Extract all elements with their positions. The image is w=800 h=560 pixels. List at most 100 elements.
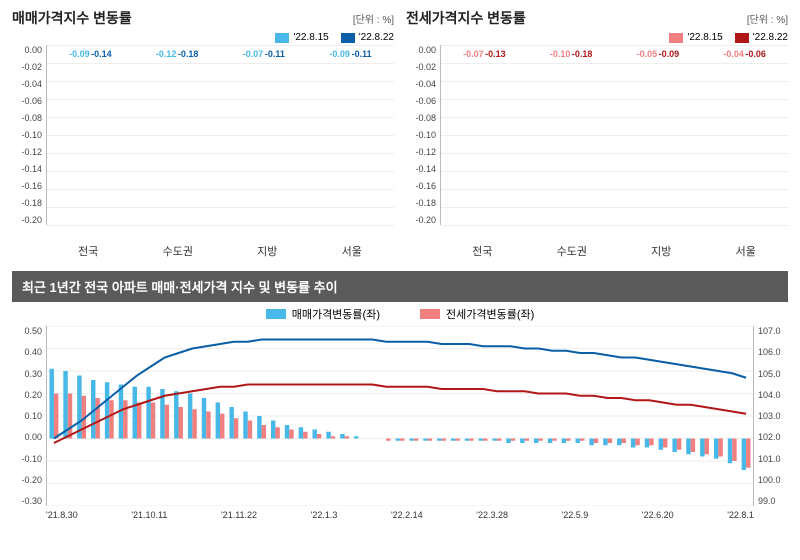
trend-chart-legend: 매매가격변동률(좌) 전세가격변동률(좌) <box>12 306 788 322</box>
sale-chart-panel: 매매가격지수 변동률 [단위 : %] '22.8.15 '22.8.22 0.… <box>12 8 394 259</box>
y-tick-label: -0.04 <box>406 79 436 89</box>
sale-chart-title: 매매가격지수 변동률 <box>12 8 132 28</box>
legend-item: '22.8.15 <box>275 32 328 43</box>
y-tick-label: -0.02 <box>12 62 42 72</box>
x-tick-label: 지방 <box>257 243 277 259</box>
bar-value-label: -0.07 <box>463 49 484 59</box>
x-tick-label: '21.10.11 <box>131 510 167 520</box>
y-tick-label: 0.40 <box>12 347 42 357</box>
bar-value-label: -0.18 <box>178 49 199 59</box>
x-tick-label: '22.8.1 <box>727 510 754 520</box>
x-tick-label: 전국 <box>472 243 492 259</box>
x-tick-label: 전국 <box>78 243 98 259</box>
y-tick-label: 104.0 <box>758 390 788 400</box>
y-tick-label: 102.0 <box>758 432 788 442</box>
x-tick-label: 수도권 <box>557 243 587 259</box>
trend-y-axis-right: 107.0 106.0 105.0 104.0 103.0 102.0 101.0 100.0… <box>754 326 788 506</box>
x-tick-label: '22.2.14 <box>391 510 423 520</box>
y-tick-label: 101.0 <box>758 454 788 464</box>
y-tick-label: -0.14 <box>12 164 42 174</box>
y-tick-label: -0.16 <box>406 181 436 191</box>
x-tick-label: '22.6.20 <box>642 510 674 520</box>
x-tick-label: '21.8.30 <box>46 510 78 520</box>
trend-plot-area <box>46 326 754 506</box>
bar-value-label: -0.11 <box>352 49 372 59</box>
bar-value-label: -0.13 <box>485 49 506 59</box>
y-tick-label: -0.08 <box>406 113 436 123</box>
bar-value-label: -0.09 <box>329 49 350 59</box>
y-tick-label: -0.12 <box>406 147 436 157</box>
jeonse-plot-area: -0.07-0.13-0.10-0.18-0.05-0.09-0.04-0.06 <box>440 45 788 225</box>
y-tick-label: -0.06 <box>406 96 436 106</box>
legend-item: '22.8.22 <box>341 32 394 43</box>
y-tick-label: 100.0 <box>758 475 788 485</box>
jeonse-chart-panel: 전세가격지수 변동률 [단위 : %] '22.8.15 '22.8.22 0.… <box>406 8 788 259</box>
y-tick-label: -0.20 <box>12 475 42 485</box>
y-tick-label: -0.14 <box>406 164 436 174</box>
bar-value-label: -0.14 <box>91 49 112 59</box>
y-tick-label: 103.0 <box>758 411 788 421</box>
y-tick-label: -0.08 <box>12 113 42 123</box>
y-tick-label: -0.18 <box>406 198 436 208</box>
y-tick-label: 0.00 <box>12 432 42 442</box>
y-tick-label: 0.20 <box>12 390 42 400</box>
x-tick-label: '22.5.9 <box>562 510 589 520</box>
y-tick-label: -0.16 <box>12 181 42 191</box>
bar-value-label: -0.07 <box>243 49 264 59</box>
y-tick-label: 0.10 <box>12 411 42 421</box>
x-tick-label: 서울 <box>342 243 362 259</box>
legend-item: 매매가격변동률(좌) <box>266 306 380 322</box>
x-tick-label: '22.3.28 <box>476 510 508 520</box>
trend-x-labels: '21.8.30 '21.10.11 '21.11.22 '22.1.3 '22.2.1… <box>12 506 788 520</box>
trend-chart-title: 최근 1년간 전국 아파트 매매·전세가격 지수 및 변동률 추이 <box>12 271 788 302</box>
y-tick-label: 99.0 <box>758 496 788 506</box>
y-tick-label: -0.04 <box>12 79 42 89</box>
y-tick-label: 105.0 <box>758 369 788 379</box>
dashboard: 매매가격지수 변동률 [단위 : %] '22.8.15 '22.8.22 0.… <box>0 0 800 528</box>
y-tick-label: -0.18 <box>12 198 42 208</box>
y-tick-label: 0.50 <box>12 326 42 336</box>
y-tick-label: -0.30 <box>12 496 42 506</box>
legend-item: 전세가격변동률(좌) <box>420 306 534 322</box>
y-tick-label: -0.10 <box>12 454 42 464</box>
jeonse-chart-legend: '22.8.15 '22.8.22 <box>406 32 788 43</box>
bar-value-label: -0.12 <box>156 49 177 59</box>
x-tick-label: 지방 <box>651 243 671 259</box>
y-tick-label: 106.0 <box>758 347 788 357</box>
jeonse-y-axis: 0.00 -0.02 -0.04 -0.06 -0.08 -0.10 -0.12 -0.14 -… <box>406 45 440 225</box>
legend-item: '22.8.22 <box>735 32 788 43</box>
sale-chart-unit: [단위 : %] <box>353 11 394 26</box>
y-tick-label: -0.20 <box>406 215 436 225</box>
x-tick-label: 수도권 <box>163 243 193 259</box>
sale-x-labels: 전국 수도권 지방 서울 <box>12 243 394 259</box>
jeonse-chart-title: 전세가격지수 변동률 <box>406 8 526 28</box>
bar-value-label: -0.06 <box>745 49 766 59</box>
bar-value-label: -0.10 <box>550 49 571 59</box>
y-tick-label: -0.06 <box>12 96 42 106</box>
y-tick-label: -0.10 <box>12 130 42 140</box>
jeonse-chart-unit: [단위 : %] <box>747 11 788 26</box>
y-tick-label: -0.12 <box>12 147 42 157</box>
x-tick-label: '22.1.3 <box>311 510 338 520</box>
y-tick-label: 0.00 <box>406 45 436 55</box>
sale-plot-area: -0.09-0.14-0.12-0.18-0.07-0.11-0.09-0.11 <box>46 45 394 225</box>
bar-value-label: -0.09 <box>659 49 680 59</box>
y-tick-label: -0.20 <box>12 215 42 225</box>
y-tick-label: -0.10 <box>406 130 436 140</box>
y-tick-label: 107.0 <box>758 326 788 336</box>
bar-value-label: -0.04 <box>723 49 744 59</box>
bar-value-label: -0.05 <box>637 49 658 59</box>
trend-chart-panel: 최근 1년간 전국 아파트 매매·전세가격 지수 및 변동률 추이 매매가격변동… <box>12 271 788 520</box>
y-tick-label: 0.30 <box>12 369 42 379</box>
jeonse-x-labels: 전국 수도권 지방 서울 <box>406 243 788 259</box>
trend-y-axis-left: 0.50 0.40 0.30 0.20 0.10 0.00 -0.10 -0.20 -0.30 <box>12 326 46 506</box>
bar-value-label: -0.09 <box>69 49 90 59</box>
x-tick-label: '21.11.22 <box>221 510 257 520</box>
bar-value-label: -0.11 <box>265 49 285 59</box>
sale-y-axis: 0.00-0.02-0.04-0.06-0.08-0.10-0.12-0.14-… <box>12 45 46 225</box>
y-tick-label: -0.02 <box>406 62 436 72</box>
x-tick-label: 서울 <box>736 243 756 259</box>
sale-chart-legend: '22.8.15 '22.8.22 <box>12 32 394 43</box>
top-charts-row: 매매가격지수 변동률 [단위 : %] '22.8.15 '22.8.22 0.… <box>12 8 788 259</box>
legend-item: '22.8.15 <box>669 32 722 43</box>
